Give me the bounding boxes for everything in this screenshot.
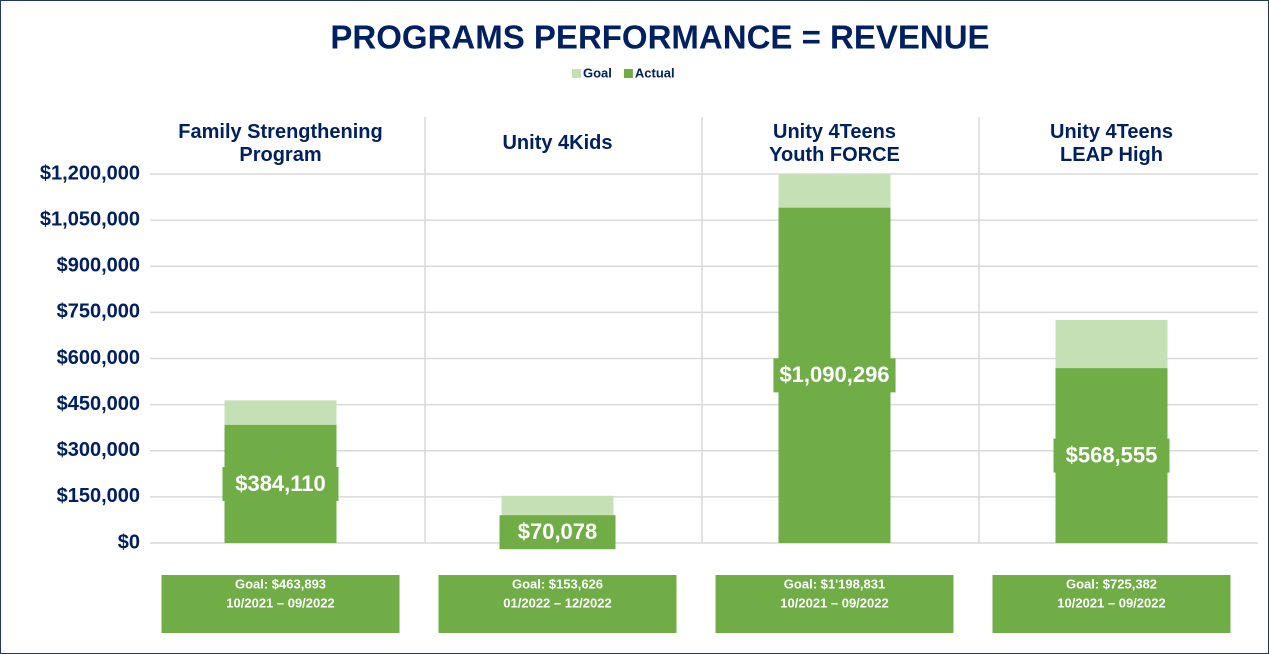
category-line: Youth FORCE (769, 144, 900, 166)
y-tick-label: $1,050,000 (40, 208, 140, 230)
value-label-box (773, 358, 896, 393)
legend-label: Goal (583, 65, 612, 80)
category-label: Unity 4Teens Youth FORCE (769, 121, 900, 166)
chart-title: PROGRAMS PERFORMANCE = REVENUE (330, 19, 989, 56)
value-label-box (1053, 438, 1170, 473)
legend-swatch (572, 69, 581, 78)
category-line: Unity 4Teens (773, 121, 896, 143)
value-label-box (222, 466, 339, 501)
goal-label: Goal: $463,893 (235, 576, 326, 591)
period-label: 01/2022 – 12/2022 (503, 595, 611, 610)
y-tick-label: $750,000 (57, 301, 140, 323)
period-label: 10/2021 – 09/2022 (226, 595, 334, 610)
goal-box (161, 575, 400, 633)
legend-swatch (623, 69, 633, 78)
goal-label: Goal: $1'198,831 (784, 576, 885, 591)
y-tick-label: $150,000 (57, 485, 140, 507)
goal-label: Goal: $725,382 (1066, 576, 1157, 591)
y-tick-label: $900,000 (57, 255, 140, 277)
y-tick-label: $1,200,000 (40, 162, 140, 184)
goal-box (992, 575, 1231, 633)
category-line: Family Strengthening (178, 121, 382, 143)
category-line: Program (239, 144, 321, 166)
period-label: 10/2021 – 09/2022 (780, 595, 888, 610)
y-tick-label: $450,000 (57, 393, 140, 415)
y-tick-label: $600,000 (57, 347, 140, 369)
category-line: Unity 4Kids (502, 132, 612, 154)
value-label-box (499, 515, 616, 550)
value-label: $1,090,296 (779, 362, 889, 387)
category-line: LEAP High (1060, 144, 1163, 166)
category-label: Unity 4Teens LEAP High (1050, 121, 1173, 166)
value-label: $568,555 (1066, 442, 1158, 467)
goal-box (715, 575, 954, 633)
legend-label: Actual (635, 65, 675, 80)
value-label: $70,078 (518, 519, 598, 544)
category-label: Unity 4Kids (502, 132, 612, 154)
goal-label: Goal: $153,626 (512, 576, 603, 591)
goal-box (438, 575, 677, 633)
y-tick-label: $300,000 (57, 439, 140, 461)
period-label: 10/2021 – 09/2022 (1057, 595, 1165, 610)
category-label: Family Strengthening Program (178, 121, 382, 166)
value-label: $384,110 (235, 471, 326, 496)
y-tick-label: $0 (118, 531, 140, 553)
category-line: Unity 4Teens (1050, 121, 1173, 143)
